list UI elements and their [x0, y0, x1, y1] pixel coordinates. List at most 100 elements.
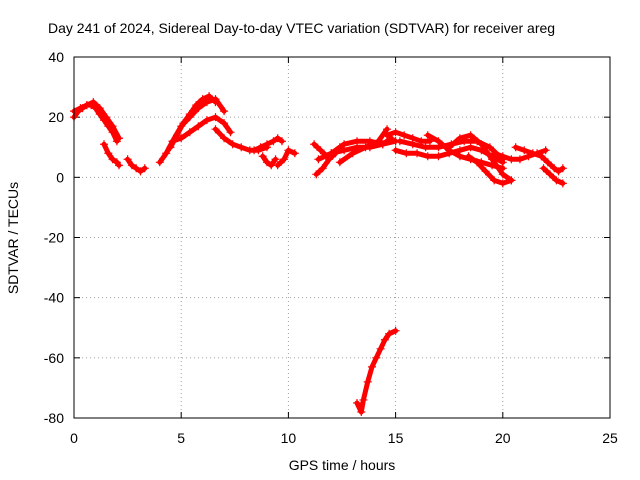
- data-point: [104, 149, 113, 158]
- data-point: [127, 161, 136, 170]
- series-track-9: [250, 134, 286, 155]
- series-track-10: [258, 152, 280, 170]
- x-tick-label: 25: [602, 430, 618, 446]
- x-tick-label: 20: [495, 430, 511, 446]
- data-point: [262, 140, 271, 149]
- data-point: [314, 155, 323, 164]
- data-point: [192, 101, 201, 110]
- data-point: [488, 155, 497, 164]
- data-point: [220, 119, 229, 128]
- data-point: [490, 176, 499, 185]
- data-point: [177, 134, 186, 143]
- data-point: [515, 155, 524, 164]
- data-point: [408, 140, 417, 149]
- series-band: [313, 150, 339, 177]
- data-point: [402, 149, 411, 158]
- data-point: [115, 134, 124, 143]
- series-track-25: [537, 152, 567, 176]
- data-point: [262, 158, 271, 167]
- data-point: [545, 170, 554, 179]
- series-band: [170, 114, 233, 144]
- data-point: [205, 92, 214, 101]
- x-tick-label: 5: [177, 430, 185, 446]
- data-point: [558, 179, 567, 188]
- data-point: [194, 122, 203, 131]
- data-point: [220, 107, 229, 116]
- data-point: [363, 377, 372, 386]
- data-point: [185, 128, 194, 137]
- data-point: [318, 164, 327, 173]
- data-point: [391, 128, 400, 137]
- data-point: [166, 143, 175, 152]
- data-point: [202, 116, 211, 125]
- data-point: [485, 143, 494, 152]
- series-band: [260, 153, 278, 168]
- data-point: [237, 143, 246, 152]
- data-point: [179, 119, 188, 128]
- data-point: [423, 152, 432, 161]
- data-point: [185, 110, 194, 119]
- data-point: [290, 149, 299, 158]
- y-tick-label: -80: [44, 410, 64, 426]
- data-point: [383, 131, 392, 140]
- data-point: [434, 152, 443, 161]
- data-point: [372, 353, 381, 362]
- data-point: [395, 137, 404, 146]
- series-track-22: [464, 152, 516, 188]
- data-point: [258, 152, 267, 161]
- series-track-7: [168, 113, 235, 146]
- series-track-27: [353, 326, 400, 416]
- data-point: [421, 143, 430, 152]
- data-point: [198, 95, 207, 104]
- data-point: [312, 170, 321, 179]
- data-point: [108, 155, 117, 164]
- data-point: [528, 149, 537, 158]
- data-point: [466, 143, 475, 152]
- data-point: [423, 131, 432, 140]
- data-point: [541, 146, 550, 155]
- data-point: [211, 125, 220, 134]
- data-point: [507, 176, 516, 185]
- data-point: [361, 143, 370, 152]
- data-point: [168, 137, 177, 146]
- y-tick-label: 0: [56, 169, 64, 185]
- data-point: [374, 137, 383, 146]
- series-band: [275, 147, 298, 168]
- data-point: [466, 131, 475, 140]
- series-track-17: [383, 128, 434, 146]
- data-point: [550, 164, 559, 173]
- data-points: [70, 92, 567, 416]
- data-point: [102, 113, 111, 122]
- data-point: [335, 158, 344, 167]
- data-point: [368, 362, 377, 371]
- data-point: [82, 101, 91, 110]
- data-point: [162, 149, 171, 158]
- data-point: [498, 170, 507, 179]
- data-point: [250, 146, 259, 155]
- data-point: [359, 395, 368, 404]
- series-band: [541, 165, 566, 186]
- data-point: [140, 164, 149, 173]
- data-point: [434, 137, 443, 146]
- data-point: [89, 98, 98, 107]
- data-point: [385, 329, 394, 338]
- data-point: [498, 179, 507, 188]
- series-track-4: [123, 155, 149, 176]
- data-point: [498, 152, 507, 161]
- x-tick-label: 15: [388, 430, 404, 446]
- data-point: [455, 134, 464, 143]
- series-track-26: [539, 164, 567, 188]
- data-point: [537, 152, 546, 161]
- data-point: [273, 134, 282, 143]
- data-point: [357, 407, 366, 416]
- series-band: [354, 328, 399, 415]
- data-point: [455, 152, 464, 161]
- data-point: [490, 149, 499, 158]
- data-point: [378, 140, 387, 149]
- data-point: [520, 146, 529, 155]
- data-point: [100, 140, 109, 149]
- data-point: [380, 335, 389, 344]
- data-point: [271, 155, 280, 164]
- data-point: [391, 146, 400, 155]
- y-tick-label: -20: [44, 230, 64, 246]
